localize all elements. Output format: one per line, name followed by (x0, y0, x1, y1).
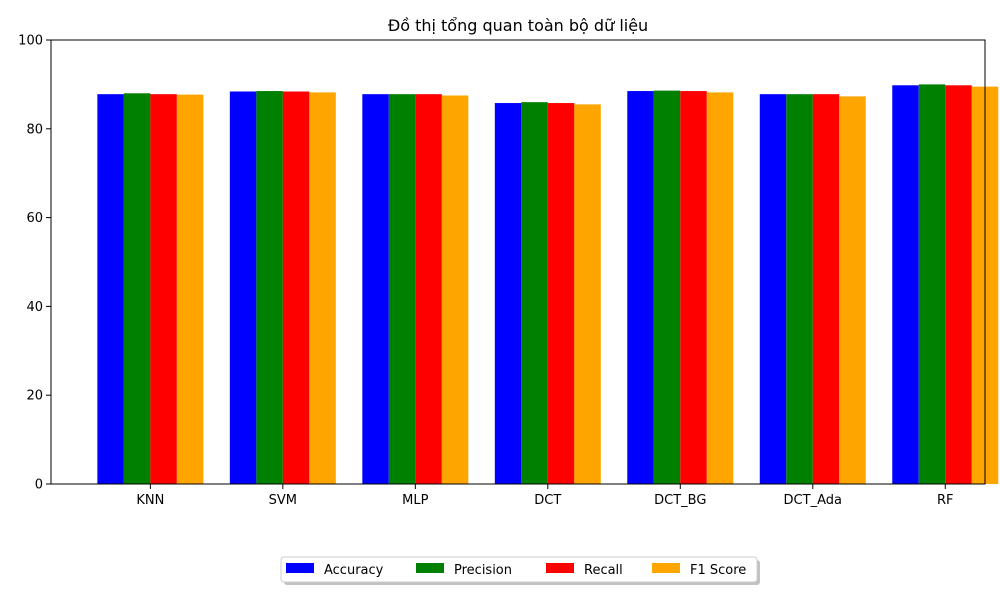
y-tick-label: 0 (35, 478, 43, 493)
legend-box (280, 556, 758, 583)
bar (706, 92, 734, 484)
bar (653, 90, 681, 485)
legend-label: Recall (584, 563, 623, 578)
series-precision (123, 84, 946, 485)
bar (123, 93, 151, 484)
bar (256, 91, 283, 484)
bar (521, 102, 548, 484)
axes-frame (50, 39, 986, 485)
legend-label: Accuracy (324, 563, 384, 578)
y-tick-label: 100 (18, 34, 43, 49)
bar (494, 103, 522, 485)
x-tick-label: RF (937, 493, 954, 508)
plot-area: 0 20 40 60 80 100 KNN SVM MLP DCT DCT_BG DCT_Ada RF (18, 34, 999, 508)
y-tick-label: 20 (26, 389, 43, 404)
legend-label: F1 Score (690, 563, 746, 578)
legend-swatch (286, 563, 314, 573)
bar (547, 103, 575, 485)
series-recall (150, 85, 972, 485)
bar (229, 91, 257, 484)
bar (282, 91, 310, 484)
x-tick-label: DCT_Ada (784, 493, 842, 508)
bar (309, 92, 336, 484)
series-f1-score (176, 86, 999, 485)
bar (786, 94, 813, 485)
bar (574, 104, 601, 484)
bar (97, 94, 124, 485)
x-tick-label: DCT (534, 493, 561, 508)
bar (918, 84, 946, 485)
legend: Accuracy Precision Recall F1 Score (280, 556, 760, 585)
bar (362, 94, 389, 485)
legend-swatch (546, 563, 574, 573)
bar (441, 95, 469, 484)
legend-swatch (416, 563, 444, 573)
legend-label: Precision (454, 563, 512, 578)
y-tick-label: 60 (26, 211, 43, 226)
y-tick-label: 80 (26, 122, 43, 137)
y-tick-label: 40 (26, 300, 43, 315)
x-tick-label: MLP (402, 493, 428, 508)
bar (176, 94, 204, 485)
x-tick-label: KNN (136, 493, 164, 508)
bar (839, 96, 866, 484)
x-tick-label: SVM (269, 493, 297, 508)
chart-title: Đồ thị tổng quan toàn bộ dữ liệu (388, 16, 648, 35)
bar (680, 91, 707, 484)
bar (388, 94, 416, 485)
bar (415, 94, 442, 485)
legend-swatch (652, 563, 680, 573)
bar (759, 94, 787, 485)
bar (812, 94, 840, 485)
series-accuracy (97, 85, 919, 485)
bar (945, 85, 972, 484)
x-tick-label: DCT_BG (654, 493, 706, 508)
bar (892, 85, 919, 484)
bar (627, 91, 654, 484)
bar (150, 94, 177, 485)
